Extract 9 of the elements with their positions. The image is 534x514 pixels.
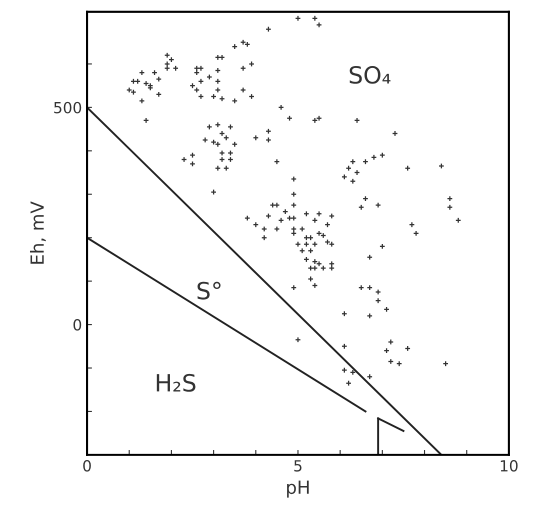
x-tick-label: 5 (294, 460, 302, 472)
annotation: SO₄ (350, 66, 390, 84)
y-axis-title: Eh, mV (30, 201, 46, 264)
x-tick-label: 0 (83, 460, 91, 472)
x-tick-label: 10 (500, 460, 518, 472)
annotation: S° (198, 282, 221, 300)
y-tick-label: 500 (54, 102, 82, 114)
annotation: H₂S (156, 374, 196, 392)
x-axis-title: pH (287, 480, 309, 498)
